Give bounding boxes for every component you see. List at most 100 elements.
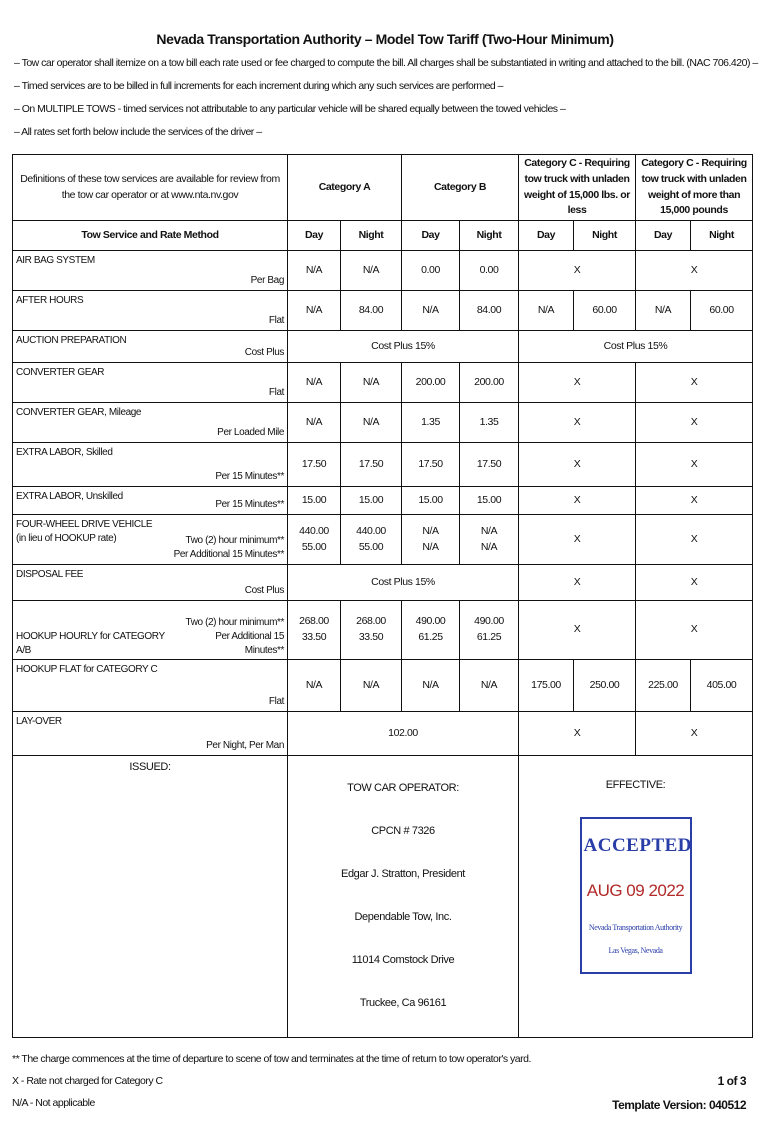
rate-cell: X [518,514,637,565]
rate-cell: 225.00 [635,659,692,712]
service-cell-content: CONVERTER GEAR Flat [16,366,284,400]
rate-cell: 490.00 61.25 [458,600,520,660]
operator-name: Edgar J. Stratton, President [341,868,465,881]
stamp-status: ACCEPTED [583,835,693,857]
day-header: Day [401,220,460,251]
rate-cell: N/A [340,659,402,712]
night-header: Night [573,220,637,251]
service-name: AIR BAG SYSTEM [16,254,95,266]
tariff-table: Definitions of these tow services are av… [12,154,754,1038]
service-name: CONVERTER GEAR [16,366,105,378]
service-cell-content: EXTRA LABOR, Unskilled Per 15 Minutes** [16,490,284,512]
rate-cell: X [518,402,637,443]
service-name: CONVERTER GEAR, Mileage [16,406,142,418]
service-cell-content: FOUR-WHEEL DRIVE VEHICLE (in lieu of HOO… [16,518,284,562]
rate-cell: N/A [518,290,575,331]
rate-method: Two (2) hour minimum** Per Additional 15… [173,534,285,560]
rate-cell: N/A [401,290,460,331]
rate-cell: N/A [287,659,341,712]
rate-method: Per 15 Minutes** [215,470,284,482]
stamp-city: Las Vegas, Nevada [608,945,663,955]
service-cell: DISPOSAL FEE Cost Plus [12,564,288,601]
rate-cell: X [635,402,754,443]
category-c-heavy-header: Category C - Requiring tow truck with un… [635,154,754,221]
table-row: HOOKUP FLAT for CATEGORY C Flat N/A N/A N/A N… [12,659,754,712]
rate-method: Per 15 Minutes** [215,498,284,510]
table-row: EXTRA LABOR, Skilled Per 15 Minutes** 17.5… [12,442,754,487]
effective-cell: EFFECTIVE: ACCEPTED AUG 09 2022 Nevada T… [518,755,754,1038]
category-a-header: Category A [287,154,402,221]
rate-cell: 17.50 [340,442,402,487]
night-header: Night [690,220,754,251]
service-cell: LAY-OVER Per Night, Per Man [12,711,288,756]
page-number: 1 of 3 [717,1073,747,1088]
rate-cell: N/A [340,402,402,443]
rate-cell: X [518,362,637,403]
service-cell: HOOKUP FLAT for CATEGORY C Flat [12,659,288,712]
service-cell-content: CONVERTER GEAR, Mileage Per Loaded Mile [16,406,284,440]
rate-cell: 17.50 [401,442,460,487]
rate-cell: 200.00 [401,362,460,403]
day-header: Day [635,220,692,251]
service-cell-content: DISPOSAL FEE Cost Plus [16,568,284,598]
category-c-light-header: Category C - Requiring tow truck with un… [518,154,637,221]
rate-cell: 84.00 [458,290,520,331]
service-name: AFTER HOURS [16,294,84,306]
service-name: DISPOSAL FEE [16,568,84,580]
table-row: AFTER HOURS Flat N/A 84.00 N/A 84.00 N/A 60.00 N… [12,290,754,331]
rate-cell: X [518,564,637,601]
operator-city: Truckee, Ca 96161 [359,996,447,1009]
service-cell-content: AIR BAG SYSTEM Per Bag [16,254,284,288]
note-driver: – All rates set forth below include the … [14,126,262,138]
rate-cell: 84.00 [340,290,402,331]
rate-method: Flat [268,314,284,326]
rate-cell: 200.00 [458,362,520,403]
rate-cell: 102.00 [286,711,520,756]
service-cell: FOUR-WHEEL DRIVE VEHICLE (in lieu of HOO… [12,514,288,565]
rate-cell: 17.50 [458,442,520,487]
night-header: Night [458,220,520,251]
footnote-charge: ** The charge commences at the time of d… [12,1052,531,1065]
table-row: DISPOSAL FEE Cost Plus Cost Plus 15% X X [12,564,754,601]
rate-cell: 1.35 [458,402,520,443]
rate-cell: X [635,250,754,291]
operator-cpcn: CPCN # 7326 [371,825,435,838]
rate-cell: N/A N/A [401,514,460,565]
service-name: LAY-OVER [16,715,62,727]
rate-method: Per Loaded Mile [217,426,284,438]
rate-cell: 60.00 [573,290,637,331]
rate-cell: X [635,711,754,756]
footnotes: ** The charge commences at the time of d… [12,1048,752,1128]
service-header: Tow Service and Rate Method [12,220,288,251]
service-cell-content: HOOKUP HOURLY for CATEGORY A/B Two (2) ho… [16,602,284,658]
rate-cell: X [518,442,637,487]
rate-cell: N/A [340,362,402,403]
rate-cell: 15.00 [287,486,341,515]
service-cell-content: HOOKUP FLAT for CATEGORY C Flat [16,663,284,709]
service-cell: AUCTION PREPARATION Cost Plus [12,330,288,363]
service-cell-content: AFTER HOURS Flat [16,294,284,328]
rate-cell: 15.00 [340,486,402,515]
rate-cell: N/A [287,402,341,443]
service-cell: HOOKUP HOURLY for CATEGORY A/B Two (2) ho… [12,600,288,660]
rate-cell: 490.00 61.25 [401,600,460,660]
rate-cell: X [518,486,637,515]
rate-cell: 175.00 [518,659,575,712]
rate-method: Per Bag [250,274,285,286]
definitions-note: Definitions of these tow services are av… [12,154,288,221]
operator-cell: TOW CAR OPERATOR: CPCN # 7326 Edgar J. S… [286,755,520,1038]
night-header: Night [340,220,402,251]
note-itemize: – Tow car operator shall itemize on a to… [14,57,758,69]
rate-cell: 440.00 55.00 [340,514,402,565]
day-header: Day [518,220,575,251]
operator-heading: TOW CAR OPERATOR: [347,782,459,795]
operator-street: 11014 Comstock Drive [351,953,455,966]
day-header: Day [287,220,341,251]
rate-cell: N/A [401,659,460,712]
rate-cell: N/A [287,250,341,291]
service-name: HOOKUP HOURLY for CATEGORY A/B [16,631,165,656]
rate-cell: 440.00 55.00 [287,514,341,565]
rate-cell: 250.00 [573,659,637,712]
category-b-header: Category B [400,154,520,221]
table-row: FOUR-WHEEL DRIVE VEHICLE (in lieu of HOO… [12,514,754,565]
